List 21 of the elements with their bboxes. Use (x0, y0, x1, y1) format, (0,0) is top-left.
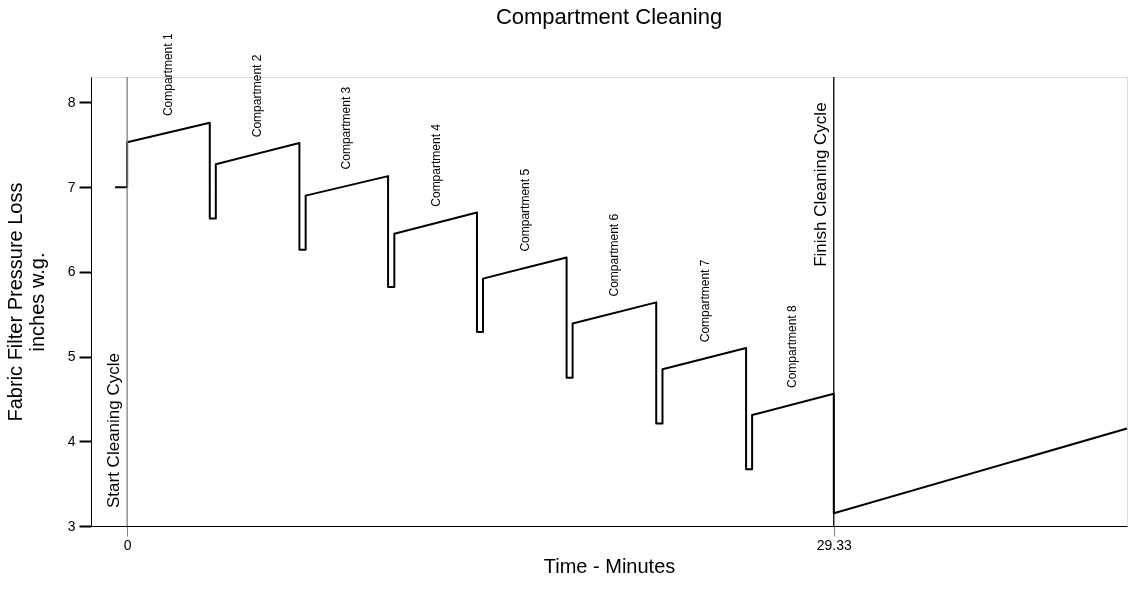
annotation: Compartment 4 (428, 123, 443, 207)
ref-line-label: Finish Cleaning Cycle (810, 102, 830, 267)
chart-title: Compartment Cleaning (495, 4, 723, 30)
annotation: Compartment 2 (250, 54, 265, 138)
y-tick-label: 4 (67, 432, 76, 449)
annotation: Compartment 7 (698, 259, 713, 343)
y-tick-label: 3 (67, 517, 76, 534)
annotation: Compartment 8 (785, 304, 800, 389)
ref-line-label: Start Cleaning Cycle (104, 353, 124, 508)
annotation: Compartment 5 (517, 168, 532, 252)
annotation: Compartment 6 (606, 213, 621, 297)
y-tick-label: 8 (67, 93, 76, 110)
x-axis-title: Time - Minutes (543, 554, 676, 577)
y-axis-title: Fabric Filter Pressure Loss inches w.g. (3, 182, 48, 422)
y-tick-label: 5 (67, 348, 76, 365)
x-tick-label: 0 (123, 536, 132, 553)
annotation: Compartment 1 (161, 33, 176, 117)
x-tick-label: 29.33 (816, 536, 853, 553)
annotation: Compartment 3 (339, 86, 354, 170)
y-tick-label: 7 (67, 178, 76, 195)
y-tick-label: 6 (67, 263, 76, 280)
